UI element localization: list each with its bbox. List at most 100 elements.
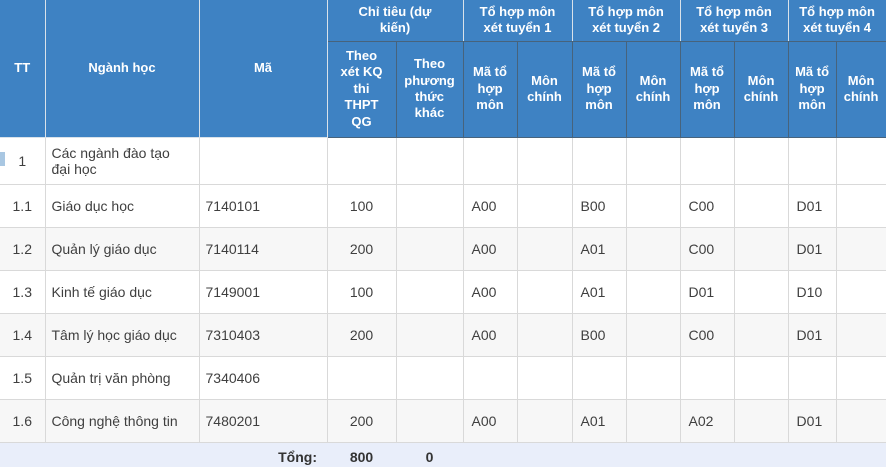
col-header-quota-thpt: Theo xét KQ thi THPT QG — [326, 40, 397, 138]
row-major-name: Các ngành đào tạo đại học — [44, 136, 200, 185]
row-major-name: Tâm lý học giáo dục — [44, 312, 200, 357]
header-sub-row: Theo xét KQ thi THPT QG Theo phương thức… — [0, 40, 886, 138]
row-combo-code-4: D01 — [787, 183, 837, 228]
row-tt: 1.5 — [0, 355, 46, 400]
row-combo-main-1 — [516, 355, 573, 400]
row-combo-code-3: C00 — [679, 312, 735, 357]
row-combo-code-3: A02 — [679, 398, 735, 443]
col-header-combo-code-3: Mã tổ hợp môn — [679, 40, 735, 138]
row-combo-code-4: D10 — [787, 269, 837, 314]
row-combo-main-1 — [516, 136, 573, 185]
row-combo-main-2 — [625, 355, 681, 400]
row-combo-main-2 — [625, 183, 681, 228]
row-major-name: Quản lý giáo dục — [44, 226, 200, 271]
row-combo-main-4 — [835, 183, 886, 228]
table-header: TT Ngành học Mã Chỉ tiêu (dự kiến) Tổ hợ… — [0, 0, 886, 138]
row-quota-thpt: 100 — [326, 183, 397, 228]
row-quota-other — [395, 312, 464, 357]
row-combo-code-1: A00 — [462, 398, 518, 443]
col-header-combo-code-2: Mã tổ hợp môn — [571, 40, 627, 138]
row-combo-main-3 — [733, 398, 789, 443]
col-group-combo-3: Tổ hợp môn xét tuyển 3 — [679, 0, 789, 42]
row-tt: 1.4 — [0, 312, 46, 357]
row-quota-thpt: 200 — [326, 312, 397, 357]
row-combo-main-1 — [516, 183, 573, 228]
row-quota-other — [395, 136, 464, 185]
table-row: 1.3 Kinh tế giáo dục 7149001 100 A00 A01… — [0, 269, 886, 314]
row-combo-main-2 — [625, 398, 681, 443]
row-quota-other — [395, 269, 464, 314]
row-combo-code-4 — [787, 136, 837, 185]
row-combo-main-3 — [733, 355, 789, 400]
row-tt: 1.6 — [0, 398, 46, 443]
col-group-quota: Chỉ tiêu (dự kiến) — [326, 0, 464, 42]
row-combo-code-2: A01 — [571, 398, 627, 443]
row-combo-main-2 — [625, 269, 681, 314]
table-row: 1.5 Quản trị văn phòng 7340406 — [0, 355, 886, 400]
row-combo-code-1 — [462, 355, 518, 400]
row-combo-main-1 — [516, 269, 573, 314]
row-combo-code-1: A00 — [462, 183, 518, 228]
col-header-quota-other: Theo phương thức khác — [395, 40, 464, 138]
row-combo-main-3 — [733, 269, 789, 314]
row-major-code: 7140114 — [198, 226, 328, 271]
row-combo-code-3: C00 — [679, 226, 735, 271]
row-major-name: Kinh tế giáo dục — [44, 269, 200, 314]
col-group-combo-2: Tổ hợp môn xét tuyển 2 — [571, 0, 681, 42]
row-combo-code-2: A01 — [571, 269, 627, 314]
col-header-tt: TT — [0, 0, 46, 138]
table-row: 1.4 Tâm lý học giáo dục 7310403 200 A00 … — [0, 312, 886, 357]
row-combo-main-4 — [835, 269, 886, 314]
row-combo-main-2 — [625, 136, 681, 185]
row-combo-code-4 — [787, 355, 837, 400]
row-quota-other — [395, 355, 464, 400]
row-combo-main-1 — [516, 226, 573, 271]
row-combo-code-2 — [571, 136, 627, 185]
row-major-code: 7340406 — [198, 355, 328, 400]
row-combo-main-3 — [733, 183, 789, 228]
col-header-combo-code-4: Mã tổ hợp môn — [787, 40, 837, 138]
table-row: 1.6 Công nghệ thông tin 7480201 200 A00 … — [0, 398, 886, 443]
row-tt: 1.1 — [0, 183, 46, 228]
row-combo-code-4: D01 — [787, 398, 837, 443]
row-tt: 1.3 — [0, 269, 46, 314]
col-header-combo-main-2: Môn chính — [625, 40, 681, 138]
row-combo-code-3 — [679, 355, 735, 400]
row-combo-code-3: C00 — [679, 183, 735, 228]
row-quota-thpt: 100 — [326, 269, 397, 314]
col-header-code: Mã — [198, 0, 328, 138]
table-body: 1 Các ngành đào tạo đại học 1.1 Giáo dục… — [0, 136, 886, 443]
row-combo-code-3: D01 — [679, 269, 735, 314]
col-header-major: Ngành học — [44, 0, 200, 138]
row-combo-main-4 — [835, 226, 886, 271]
row-quota-thpt: 200 — [326, 398, 397, 443]
row-major-code: 7149001 — [198, 269, 328, 314]
row-quota-other — [395, 398, 464, 443]
row-major-name: Giáo dục học — [44, 183, 200, 228]
row-combo-code-1: A00 — [462, 312, 518, 357]
row-major-name: Công nghệ thông tin — [44, 398, 200, 443]
row-combo-code-1 — [462, 136, 518, 185]
row-combo-code-2: B00 — [571, 183, 627, 228]
row-combo-main-1 — [516, 398, 573, 443]
row-combo-code-2: A01 — [571, 226, 627, 271]
row-quota-other — [395, 183, 464, 228]
row-combo-main-2 — [625, 312, 681, 357]
col-header-combo-code-1: Mã tổ hợp môn — [462, 40, 518, 138]
row-combo-main-4 — [835, 312, 886, 357]
row-combo-code-4: D01 — [787, 312, 837, 357]
row-major-name: Quản trị văn phòng — [44, 355, 200, 400]
col-group-combo-4: Tổ hợp môn xét tuyển 4 — [787, 0, 886, 42]
col-header-combo-main-3: Môn chính — [733, 40, 789, 138]
row-combo-main-4 — [835, 355, 886, 400]
row-combo-code-2 — [571, 355, 627, 400]
row-major-code: 7140101 — [198, 183, 328, 228]
row-major-code: 7480201 — [198, 398, 328, 443]
row-tt: 1 — [0, 136, 46, 185]
table-row: 1.2 Quản lý giáo dục 7140114 200 A00 A01… — [0, 226, 886, 271]
table-row-group: 1 Các ngành đào tạo đại học — [0, 136, 886, 185]
row-combo-main-4 — [835, 136, 886, 185]
col-group-combo-1: Tổ hợp môn xét tuyển 1 — [462, 0, 573, 42]
col-header-combo-main-1: Môn chính — [516, 40, 573, 138]
